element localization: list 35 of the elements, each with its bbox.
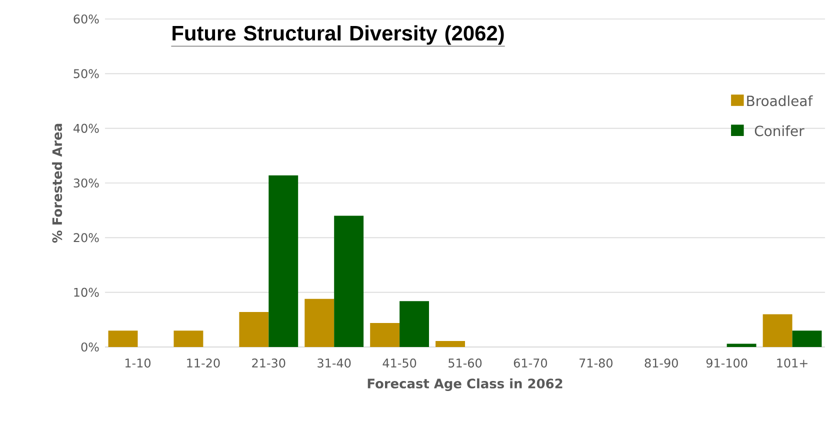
x-tick-label: 11-20 bbox=[187, 358, 220, 368]
bar bbox=[400, 301, 430, 347]
x-axis-title: Forecast Age Class in 2062 bbox=[368, 378, 562, 392]
y-tick-label: 30% bbox=[74, 178, 99, 188]
chart-title: Future Structural Diversity (2062) bbox=[172, 25, 504, 45]
bar bbox=[334, 216, 364, 347]
x-tick-label: 31-40 bbox=[318, 358, 351, 368]
bar bbox=[726, 344, 756, 347]
bar bbox=[239, 312, 269, 347]
bar bbox=[436, 340, 466, 347]
bar bbox=[762, 314, 792, 347]
x-tick-label: 1-10 bbox=[125, 358, 150, 368]
x-tick-label: 21-30 bbox=[252, 358, 286, 368]
x-tick-label: 81-90 bbox=[644, 358, 678, 368]
bar bbox=[304, 298, 334, 347]
legend-label: Broadleaf bbox=[747, 95, 813, 106]
x-tick-label: 101+ bbox=[777, 358, 808, 368]
y-tick-label: 0% bbox=[81, 342, 99, 352]
y-axis-title: % Forested Area bbox=[52, 124, 62, 243]
bar bbox=[792, 330, 822, 347]
x-tick-label: 61-70 bbox=[514, 358, 548, 368]
y-tick-label: 40% bbox=[73, 124, 99, 133]
x-tick-label: 91-100 bbox=[706, 358, 748, 368]
bar bbox=[174, 330, 204, 347]
y-tick-label: 60% bbox=[74, 14, 99, 24]
legend-label: Conifer bbox=[754, 125, 804, 136]
y-tick-label: 10% bbox=[74, 288, 99, 297]
x-tick-label: 41-50 bbox=[382, 358, 416, 368]
bar bbox=[370, 322, 400, 347]
x-tick-label: 51-60 bbox=[448, 358, 482, 368]
bar bbox=[108, 330, 138, 347]
x-tick-label: 71-80 bbox=[580, 358, 612, 368]
y-tick-label: 50% bbox=[74, 69, 99, 78]
y-tick-label: 20% bbox=[74, 233, 99, 242]
bar bbox=[268, 175, 298, 347]
